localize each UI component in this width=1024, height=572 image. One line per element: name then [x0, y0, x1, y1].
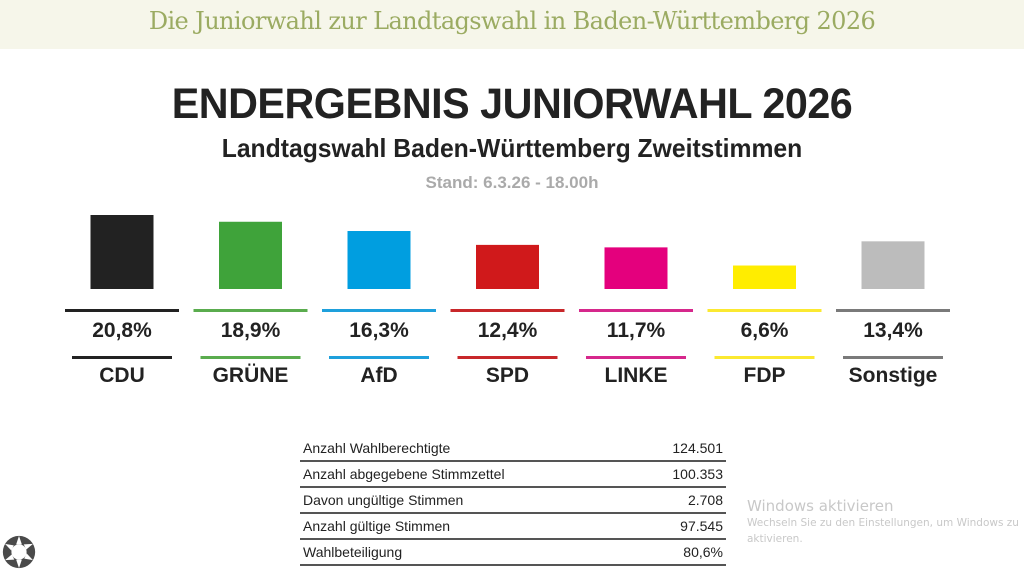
chart-title: ENDERGEBNIS JUNIORWAHL 2026 [171, 80, 853, 128]
value-divider-line [836, 309, 950, 312]
stat-label: Anzahl abgegebene Stimmzettel [300, 461, 635, 488]
bar-grüne [219, 221, 282, 289]
value-divider-line [450, 309, 565, 312]
label-divider-line [457, 356, 558, 359]
category-label: GRÜNE [213, 364, 289, 387]
value-divider-line [322, 309, 436, 312]
data-label: 12,4% [478, 319, 538, 342]
label-divider-line [586, 356, 686, 359]
stat-value: 97.545 [634, 513, 726, 540]
stat-value: 124.501 [634, 436, 726, 462]
table-row: Davon ungültige Stimmen 2.708 [300, 487, 726, 514]
category-label: AfD [360, 364, 397, 387]
category-label: LINKE [605, 364, 668, 387]
stat-label: Anzahl gültige Stimmen [300, 513, 635, 540]
stat-label: Anzahl Wahlberechtigte [300, 436, 635, 462]
value-divider-line [579, 309, 693, 312]
label-divider-line [200, 356, 301, 359]
data-label: 6,6% [741, 319, 789, 342]
data-label: 18,9% [221, 319, 281, 342]
label-divider-line [329, 356, 429, 359]
stat-value: 100.353 [634, 461, 726, 488]
bar-linke [604, 247, 668, 289]
watermark-text: Wechseln Sie zu den Einstellungen, um Wi… [747, 517, 1019, 545]
table-row: Wahlbeteiligung 80,6% [300, 539, 726, 566]
chart-subtitle: Landtagswahl Baden-Württemberg Zweitstim… [221, 133, 803, 163]
chart-timestamp: Stand: 6.3.26 - 18.00h [425, 173, 599, 192]
stat-value: 80,6% [634, 539, 726, 566]
table-row: Anzahl gültige Stimmen 97.545 [300, 513, 726, 540]
stat-label: Wahlbeteiligung [300, 539, 635, 566]
category-label: SPD [486, 364, 529, 387]
bar-cdu [90, 215, 154, 289]
table-row: Anzahl abgegebene Stimmzettel 100.353 [300, 461, 726, 488]
data-label: 20,8% [92, 319, 152, 342]
data-label: 16,3% [349, 319, 409, 342]
label-divider-line [714, 356, 815, 359]
category-label: Sonstige [849, 364, 938, 387]
value-divider-line [707, 309, 822, 312]
category-label: FDP [744, 364, 786, 387]
results-bar-chart: 20,8% CDU 18,9% GRÜNE 16,3% AfD 12,4% SPD 11,7% L… [65, 215, 950, 387]
label-divider-line [72, 356, 172, 359]
top-banner: Die Juniorwahl zur Landtagswahl in Baden… [0, 0, 1024, 49]
label-divider-line [843, 356, 943, 359]
data-label: 13,4% [863, 319, 923, 342]
flower-logo-icon [2, 535, 36, 569]
windows-activation-watermark: Windows aktivieren Wechseln Sie zu den E… [747, 497, 1024, 547]
table-row: Anzahl Wahlberechtigte 124.501 [300, 436, 726, 462]
stat-label: Davon ungültige Stimmen [300, 487, 635, 514]
stats-table: Anzahl Wahlberechtigte 124.501 Anzahl abge… [300, 436, 726, 566]
value-divider-line [65, 309, 179, 312]
data-label: 11,7% [607, 319, 666, 342]
bar-sonstige [861, 241, 925, 289]
category-label: CDU [99, 364, 145, 387]
stat-value: 2.708 [634, 487, 726, 514]
bar-fdp [733, 265, 796, 289]
value-divider-line [193, 309, 308, 312]
watermark-title: Windows aktivieren [747, 497, 894, 515]
bar-spd [476, 244, 539, 289]
bar-afd [347, 231, 411, 289]
banner-title: Die Juniorwahl zur Landtagswahl in Baden… [148, 7, 876, 35]
